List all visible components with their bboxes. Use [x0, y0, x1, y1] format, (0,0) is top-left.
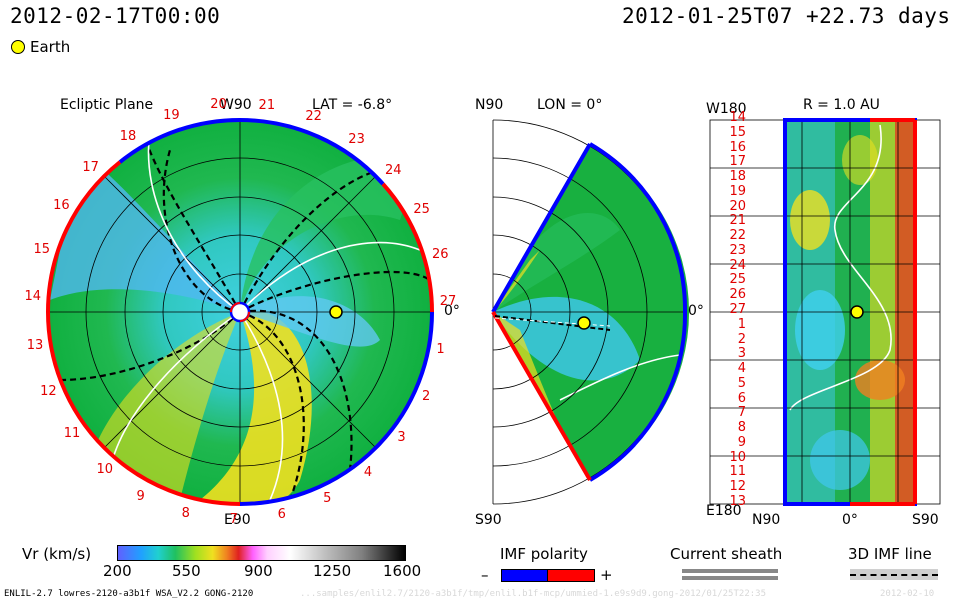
carrington-tick-22: 22: [305, 109, 322, 125]
radial-row-tick-17: 17: [729, 154, 746, 170]
radial-row-tick-8: 8: [737, 420, 746, 436]
ecliptic-top-label: W90: [220, 97, 252, 113]
footer-date: 2012-02-10: [880, 589, 935, 599]
meridional-right-label: 0°: [688, 303, 704, 319]
carrington-tick-20: 20: [210, 97, 227, 113]
carrington-tick-14: 14: [24, 289, 42, 305]
footer-model: ENLIL-2.7 lowres-2120-a3b1f WSA_V2.2 GON…: [4, 589, 254, 599]
current-sheath-line-top: [682, 569, 778, 573]
radial-earth-marker: [850, 305, 864, 319]
imf-minus-label: –: [481, 566, 489, 584]
radial-bottom-label-0: 0°: [842, 512, 858, 528]
imf-plus-label: +: [600, 566, 613, 584]
radial-row-tick-6: 6: [737, 390, 746, 406]
colorbar-tick-900: 900: [244, 562, 273, 580]
current-sheath-line-bottom: [682, 576, 778, 580]
carrington-tick-15: 15: [33, 242, 50, 258]
colorbar-tick-1600: 1600: [383, 562, 422, 580]
carrington-tick-23: 23: [348, 131, 365, 147]
radial-row-tick-4: 4: [737, 361, 746, 377]
carrington-tick-3: 3: [397, 430, 406, 446]
colorbar-tick-550: 550: [172, 562, 201, 580]
radial-row-tick-18: 18: [729, 169, 746, 185]
colorbar-label: Vr (km/s): [22, 545, 92, 563]
radial-row-tick-15: 15: [729, 124, 746, 140]
imf-positive-swatch: [547, 569, 595, 582]
radial-row-tick-26: 26: [729, 287, 746, 303]
carrington-tick-1: 1: [436, 342, 445, 358]
carrington-tick-25: 25: [413, 202, 430, 218]
radial-row-tick-1: 1: [737, 316, 746, 332]
radial-row-tick-11: 11: [729, 464, 746, 480]
ecliptic-bottom-label: E90: [224, 512, 251, 528]
current-sheath-label: Current sheath: [670, 545, 783, 563]
radial-plot: [709, 118, 941, 506]
colorbar-tick-1250: 1250: [313, 562, 352, 580]
carrington-tick-16: 16: [53, 197, 70, 213]
earth-legend-label: Earth: [30, 38, 71, 56]
carrington-tick-7: 7: [229, 511, 238, 527]
radial-row-tick-9: 9: [737, 434, 746, 450]
meridional-plot: [491, 119, 690, 505]
radial-row-tick-23: 23: [729, 242, 746, 258]
radial-row-tick-13: 13: [729, 494, 746, 509]
radial-title: R = 1.0 AU: [803, 97, 880, 113]
ecliptic-lat-label: LAT = -6.8°: [312, 97, 393, 113]
carrington-tick-11: 11: [63, 426, 81, 442]
radial-row-tick-12: 12: [729, 479, 746, 495]
carrington-tick-18: 18: [119, 128, 137, 144]
meridional-top-label: N90: [475, 97, 504, 113]
radial-row-tick-3: 3: [737, 346, 746, 362]
meridional-bottom-label: S90: [475, 512, 502, 528]
footer-path: ...samples/enlil2.7/2120-a3b1f/tmp/enlil…: [300, 589, 766, 599]
radial-row-tick-20: 20: [729, 198, 746, 214]
radial-bottom-label-n90: N90: [752, 512, 781, 528]
radial-row-tick-14: 14: [729, 110, 746, 125]
carrington-tick-2: 2: [422, 388, 431, 404]
carrington-tick-26: 26: [431, 246, 449, 262]
radial-row-tick-7: 7: [737, 405, 746, 421]
radial-row-tick-27: 27: [729, 302, 746, 317]
carrington-tick-6: 6: [277, 506, 286, 522]
meridional-earth-marker: [577, 316, 591, 330]
earth-marker-icon: [11, 40, 25, 54]
carrington-tick-8: 8: [181, 505, 190, 521]
radial-row-tick-21: 21: [729, 213, 746, 229]
radial-row-tick-19: 19: [729, 183, 746, 199]
radial-bottom-left-label: E180: [706, 503, 742, 519]
carrington-tick-5: 5: [323, 490, 332, 506]
carrington-tick-24: 24: [384, 163, 402, 179]
radial-top-left-label: W180: [706, 101, 747, 117]
meridional-lon-label: LON = 0°: [537, 97, 603, 113]
colorbar-tick-200: 200: [103, 562, 132, 580]
imf-polarity-label: IMF polarity: [500, 545, 588, 563]
carrington-tick-13: 13: [26, 337, 44, 353]
ecliptic-title: Ecliptic Plane: [60, 97, 154, 113]
carrington-tick-12: 12: [40, 384, 57, 400]
imf-line-label: 3D IMF line: [848, 545, 932, 563]
run-time: 2012-01-25T07 +22.73 days: [622, 4, 951, 28]
carrington-tick-17: 17: [82, 159, 99, 175]
radial-row-tick-2: 2: [737, 331, 746, 347]
radial-row-tick-22: 22: [729, 228, 746, 244]
imf-negative-swatch: [501, 569, 549, 582]
radial-row-tick-5: 5: [737, 375, 746, 391]
radial-row-tick-16: 16: [729, 139, 746, 155]
carrington-tick-19: 19: [163, 107, 180, 123]
radial-bottom-label-s90: S90: [912, 512, 939, 528]
radial-row-tick-24: 24: [729, 257, 746, 273]
carrington-tick-10: 10: [96, 461, 113, 477]
ecliptic-earth-marker: [329, 305, 343, 319]
carrington-tick-9: 9: [136, 488, 145, 504]
radial-row-tick-10: 10: [729, 449, 746, 465]
carrington-tick-21: 21: [258, 97, 276, 113]
carrington-tick-27: 27: [439, 294, 457, 310]
radial-row-tick-25: 25: [729, 272, 746, 288]
carrington-tick-4: 4: [363, 464, 373, 480]
target-time: 2012-02-17T00:00: [10, 4, 221, 28]
imf-line-dash: [850, 574, 938, 576]
colorbar-gradient: [117, 545, 406, 561]
ecliptic-right-label: 0°: [444, 303, 460, 319]
